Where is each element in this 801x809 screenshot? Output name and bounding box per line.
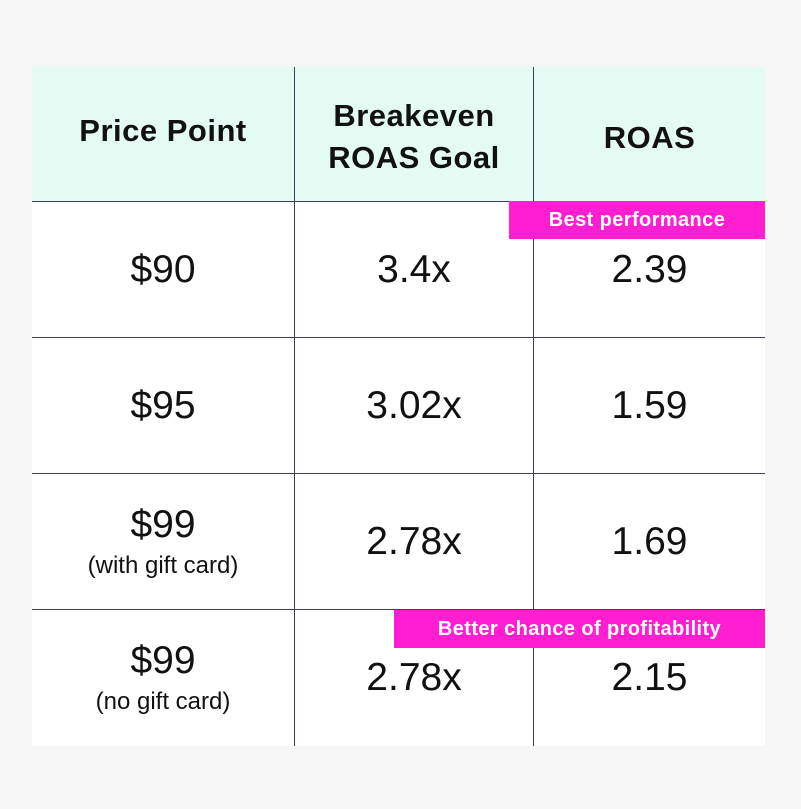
header-breakeven-label-line1: Breakeven — [333, 98, 495, 133]
breakeven-value: 3.02x — [366, 383, 462, 427]
header-price-point: Price Point — [32, 67, 294, 195]
roas-value: 2.39 — [611, 247, 688, 291]
table-row-1-price: $90 — [32, 202, 294, 337]
roas-value: 1.69 — [611, 519, 688, 563]
price-value: $90 — [130, 247, 196, 291]
table-row-2-price: $95 — [32, 338, 294, 473]
table-row-3-breakeven: 2.78x — [295, 474, 533, 609]
row-divider — [32, 473, 765, 474]
pricing-table: Price Point Breakeven ROAS Goal ROAS $90… — [32, 67, 765, 746]
header-roas: ROAS — [534, 67, 765, 209]
price-value: $99 — [130, 639, 196, 682]
breakeven-value: 3.4x — [377, 247, 451, 291]
table-row-4-breakeven: 2.78x — [295, 610, 533, 746]
price-value: $95 — [130, 383, 196, 427]
column-divider — [533, 67, 534, 746]
table-header — [32, 67, 765, 201]
table-row-2-breakeven: 3.02x — [295, 338, 533, 473]
table-row-4-price: $99 (no gift card) — [32, 610, 294, 746]
table-row-3-roas: 1.69 — [534, 474, 765, 609]
header-breakeven-roas-goal: Breakeven ROAS Goal — [295, 67, 533, 207]
roas-value: 1.59 — [611, 383, 688, 427]
roas-value: 2.15 — [611, 656, 688, 699]
header-price-point-label: Price Point — [79, 113, 247, 148]
table-row-1-breakeven: 3.4x — [295, 202, 533, 337]
price-note: (with gift card) — [87, 551, 239, 579]
header-roas-label: ROAS — [603, 120, 696, 155]
breakeven-value: 2.78x — [366, 519, 462, 563]
price-note: (no gift card) — [95, 688, 231, 715]
breakeven-value: 2.78x — [366, 656, 462, 699]
column-divider — [294, 67, 295, 746]
header-breakeven-label-line2: ROAS Goal — [328, 140, 500, 175]
price-value: $99 — [130, 502, 196, 546]
row-divider — [32, 337, 765, 338]
table-row-4-roas: 2.15 — [534, 610, 765, 746]
table-row-2-roas: 1.59 — [534, 338, 765, 473]
row-divider — [32, 609, 765, 610]
best-performance-badge: Best performance — [509, 201, 765, 239]
better-chance-badge: Better chance of profitability — [394, 610, 765, 648]
table-row-3-price: $99 (with gift card) — [32, 474, 294, 609]
row-divider — [32, 201, 765, 202]
table-row-1-roas: 2.39 — [534, 202, 765, 337]
